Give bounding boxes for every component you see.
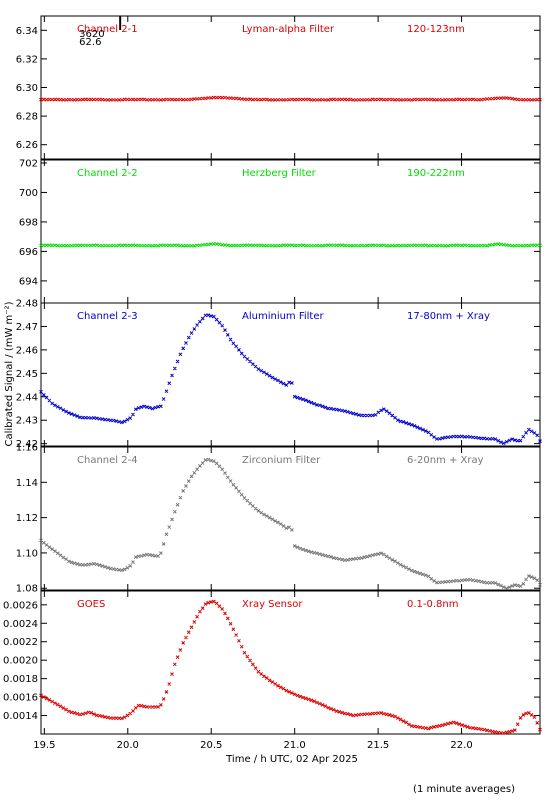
y-tick-label: 1.10 — [16, 548, 38, 559]
x-tick-label: 21.5 — [367, 740, 389, 751]
data-points — [39, 457, 542, 591]
data-points — [39, 241, 542, 248]
x-tick-label: 21.0 — [284, 740, 306, 751]
x-tick-label: 19.5 — [33, 740, 55, 751]
y-tick-label: 1.12 — [16, 513, 38, 524]
y-tick-label: 2.46 — [16, 345, 38, 356]
y-tick-label: 0.0014 — [3, 711, 38, 722]
panel-frame — [40, 590, 541, 735]
panel-channel-label: Channel 2-3 — [77, 311, 138, 322]
panel-channel-label: Channel 2-2 — [77, 168, 138, 179]
x-tick-label: 20.0 — [117, 740, 139, 751]
y-tick-label: 700 — [19, 188, 38, 199]
panel-channel-label: Channel 2-4 — [77, 455, 138, 466]
panel-frame — [40, 159, 541, 304]
y-tick-label: 1.08 — [16, 584, 38, 595]
annotation-text: 62.6 — [79, 37, 101, 48]
data-points — [39, 599, 542, 735]
panel-band-label: 190-222nm — [407, 168, 465, 179]
panel-2: 694 696 698 700 702 Channel 2-2 Herzberg Filte… — [19, 158, 542, 304]
annotation-text: 3620 — [79, 29, 104, 40]
y-tick-label: 0.0024 — [3, 619, 38, 630]
panel-5: 0.0014 0.0016 0.0018 0.0020 0.0022 0.0024 0.00… — [3, 590, 542, 735]
panel-filter-label: Herzberg Filter — [242, 168, 317, 179]
y-tick-label: 1.16 — [16, 443, 38, 454]
panel-3: 2.42 2.43 2.44 2.45 2.46 2.47 2.48 Channel 2-3 A… — [16, 299, 542, 450]
y-tick-label: 2.44 — [16, 392, 38, 403]
panel-4: 1.08 1.10 1.12 1.14 1.16 Channel 2-4 Zirconium… — [16, 443, 542, 595]
y-tick-label: 702 — [19, 158, 38, 169]
y-tick-label: 2.47 — [16, 322, 38, 333]
y-tick-label: 0.0026 — [3, 600, 38, 611]
panel-channel-label: Channel 2-1 — [77, 24, 138, 35]
y-tick-label: 1.14 — [16, 478, 38, 489]
y-tick-label: 6.26 — [16, 140, 38, 151]
panel-band-label: 0.1-0.8nm — [407, 599, 459, 610]
y-tick-label: 0.0018 — [3, 674, 38, 685]
y-tick-label: 2.45 — [16, 369, 38, 380]
y-tick-label: 2.48 — [16, 299, 38, 310]
panel-frame — [40, 446, 541, 591]
y-tick-label: 694 — [19, 276, 38, 287]
panel-band-label: 6-20nm + Xray — [407, 455, 484, 466]
panel-band-label: 17-80nm + Xray — [407, 311, 490, 322]
y-tick-label: 0.0020 — [3, 656, 38, 667]
y-tick-label: 2.43 — [16, 416, 38, 427]
x-axis-title: Time / h UTC, 02 Apr 2025 — [225, 754, 358, 765]
y-tick-label: 2.42 — [16, 439, 38, 450]
y-axis-title: Calibrated Signal / (mW m⁻²) — [4, 301, 15, 446]
panel-frame — [40, 302, 541, 447]
y-tick-label: 6.28 — [16, 112, 38, 123]
y-tick-label: 6.34 — [16, 26, 38, 37]
x-tick-label: 22.0 — [450, 740, 472, 751]
panel-filter-label: Lyman-alpha Filter — [242, 24, 335, 35]
y-tick-label: 0.0022 — [3, 637, 38, 648]
x-tick-label: 20.5 — [200, 740, 222, 751]
y-tick-label: 696 — [19, 247, 38, 258]
footnote: (1 minute averages) — [413, 784, 515, 795]
panel-band-label: 120-123nm — [407, 24, 465, 35]
panel-1: 6.26 6.28 6.30 6.32 6.34 Channel 2-1 Lyman-alp… — [16, 15, 542, 160]
data-points — [39, 95, 542, 102]
y-tick-label: 6.30 — [16, 83, 38, 94]
panel-frame — [40, 15, 541, 160]
y-tick-label: 698 — [19, 217, 38, 228]
panel-filter-label: Xray Sensor — [242, 599, 303, 610]
panel-filter-label: Zirconium Filter — [242, 455, 321, 466]
panel-filter-label: Aluminium Filter — [242, 311, 325, 322]
y-tick-label: 0.0016 — [3, 693, 38, 704]
y-tick-label: 6.32 — [16, 54, 38, 65]
data-points — [39, 313, 542, 446]
panel-channel-label: GOES — [77, 599, 105, 610]
